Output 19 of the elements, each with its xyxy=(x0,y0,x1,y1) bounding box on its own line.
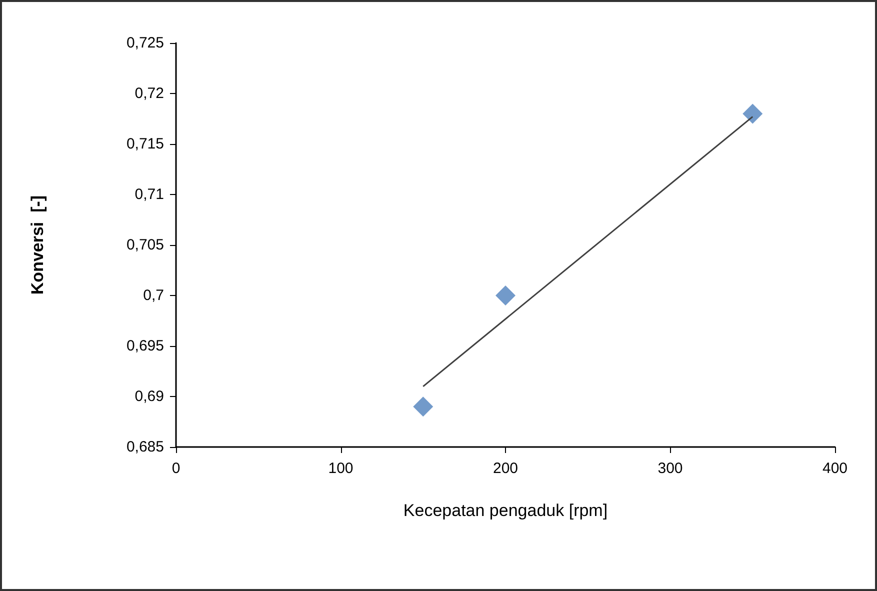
y-tick-label: 0,715 xyxy=(126,136,164,152)
y-tick-label: 0,71 xyxy=(134,186,164,203)
x-tick-label: 400 xyxy=(822,460,848,477)
x-tick-label: 300 xyxy=(658,460,683,477)
y-tick-label: 0,705 xyxy=(126,236,164,254)
y-tick-label: 0,69 xyxy=(134,388,164,405)
x-tick-label: 200 xyxy=(492,460,518,477)
x-axis-title: Kecepatan pengaduk [rpm] xyxy=(403,501,608,520)
point xyxy=(742,104,763,124)
y-tick-label: 0,725 xyxy=(126,34,164,52)
x-tick-label: 0 xyxy=(172,460,180,477)
y-tick-label: 0,685 xyxy=(126,438,164,456)
x-tick-label: 100 xyxy=(328,460,354,477)
y-tick-label: 0,72 xyxy=(134,85,164,102)
point xyxy=(413,396,434,417)
y-tick-label: 0,695 xyxy=(126,338,164,354)
y-tick-label: 0,7 xyxy=(143,287,164,304)
point xyxy=(496,286,516,306)
y-axis-title: Konversi [-] xyxy=(28,195,47,295)
